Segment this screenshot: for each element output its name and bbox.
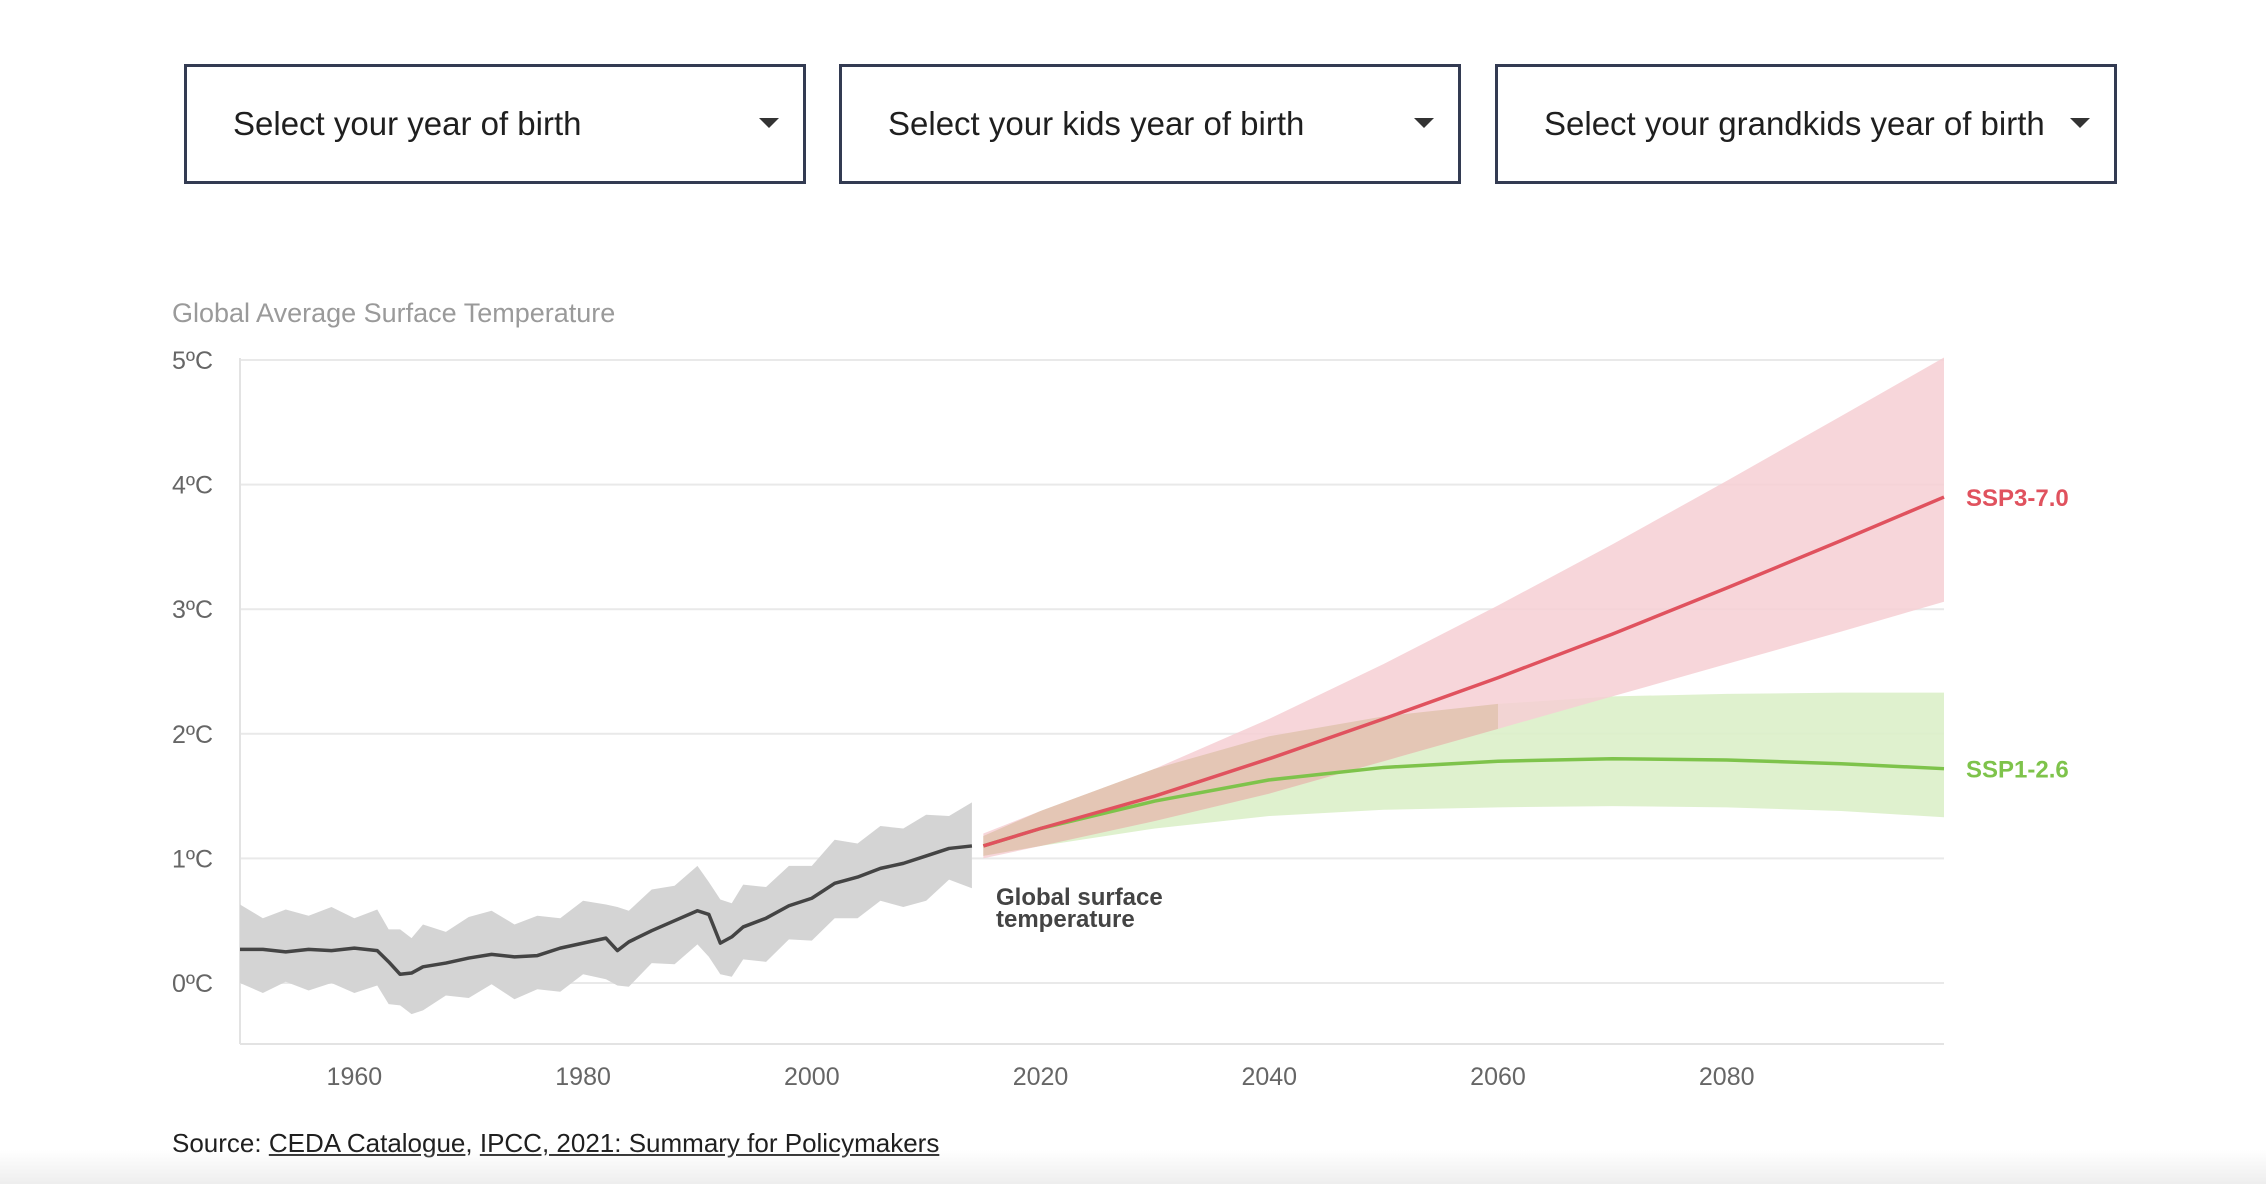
- x-tick-label: 2080: [1699, 1063, 1755, 1091]
- chevron-down-icon: [1414, 118, 1434, 128]
- x-tick-label: 1980: [555, 1063, 611, 1091]
- ssp370-line: [982, 495, 1945, 848]
- ssp370-label: SSP3-7.0: [1966, 485, 2069, 512]
- chevron-down-icon: [759, 118, 779, 128]
- kids-year-of-birth-select[interactable]: Select your kids year of birth: [839, 64, 1461, 184]
- scenario-overlap-band: [983, 703, 1498, 856]
- y-tick-label: 1ºC: [172, 845, 213, 873]
- historical-series-label-line-2: temperature: [996, 906, 1135, 933]
- grandkids-year-of-birth-select[interactable]: Select your grandkids year of birth: [1495, 64, 2117, 184]
- x-tick-label: 1960: [327, 1063, 383, 1091]
- y-tick-label: 3ºC: [172, 596, 213, 624]
- x-tick-label: 2000: [784, 1063, 840, 1091]
- y-tick-label: 2ºC: [172, 721, 213, 749]
- ssp126-uncertainty-band: [983, 692, 1944, 856]
- chart-title: Global Average Surface Temperature: [172, 298, 615, 328]
- historical-temperature-line: [240, 844, 973, 977]
- birth-year-selectors: Select your year of birth Select your ki…: [184, 64, 2118, 184]
- x-tick-label: 2040: [1241, 1063, 1297, 1091]
- bottom-fade: [0, 1150, 2266, 1184]
- x-tick-label: 2020: [1013, 1063, 1069, 1091]
- y-tick-label: 5ºC: [172, 347, 213, 375]
- historical-series-label-line-1: Global surface: [996, 884, 1163, 911]
- x-tick-label: 2060: [1470, 1063, 1526, 1091]
- ssp126-line: [982, 756, 1945, 848]
- y-tick-label: 0ºC: [172, 970, 213, 998]
- chevron-down-icon: [2070, 118, 2090, 128]
- kids-year-of-birth-select-label: Select your kids year of birth: [888, 105, 1305, 142]
- grandkids-year-of-birth-select-label: Select your grandkids year of birth: [1544, 105, 2045, 142]
- y-tick-label: 4ºC: [172, 472, 213, 500]
- historical-uncertainty-band: [240, 802, 972, 1015]
- source-separator: ,: [465, 1128, 480, 1158]
- ssp126-label: SSP1-2.6: [1966, 757, 2069, 784]
- year-of-birth-select-label: Select your year of birth: [233, 105, 582, 142]
- year-of-birth-select[interactable]: Select your year of birth: [184, 64, 806, 184]
